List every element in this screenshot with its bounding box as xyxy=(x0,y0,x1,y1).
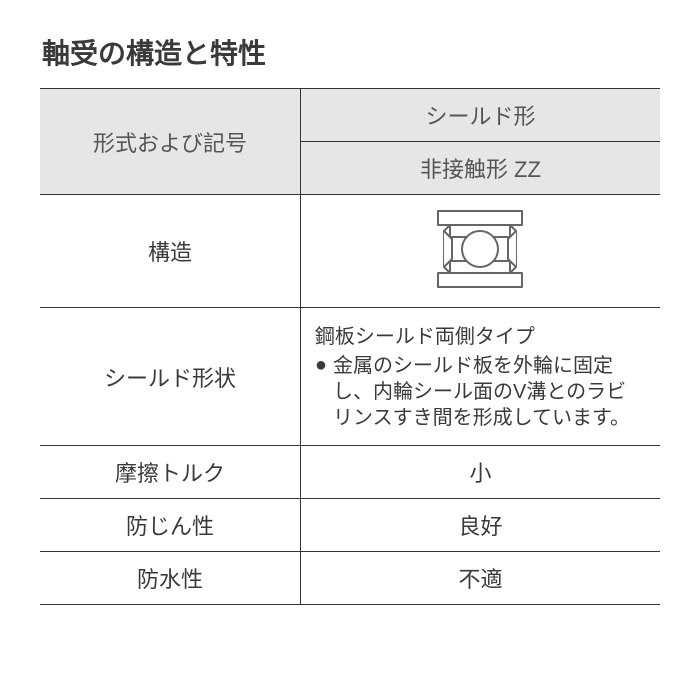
header-row: 形式および記号 シールド形 xyxy=(40,89,660,142)
water-row: 防水性 不適 xyxy=(40,552,660,605)
structure-diagram-cell xyxy=(300,195,660,308)
shield-shape-row: シールド形状 鋼板シールド両側タイプ ● 金属のシールド板を外輪に固定し、内輪シ… xyxy=(40,308,660,446)
water-value: 不適 xyxy=(300,552,660,605)
spec-table: 形式および記号 シールド形 非接触形 ZZ 構造 xyxy=(40,88,660,605)
structure-row: 構造 xyxy=(40,195,660,308)
bullet-icon: ● xyxy=(315,353,327,377)
friction-value: 小 xyxy=(300,446,660,499)
dust-label: 防じん性 xyxy=(40,499,300,552)
dust-value: 良好 xyxy=(300,499,660,552)
friction-row: 摩擦トルク 小 xyxy=(40,446,660,499)
water-label: 防水性 xyxy=(40,552,300,605)
header-left: 形式および記号 xyxy=(40,89,300,195)
shield-shape-bullet-item: ● 金属のシールド板を外輪に固定し、内輪シール面のV溝とのラビリンスすき間を形成… xyxy=(315,353,646,431)
shield-shape-desc: 鋼板シールド両側タイプ ● 金属のシールド板を外輪に固定し、内輪シール面のV溝と… xyxy=(300,308,660,446)
shield-shape-label: シールド形状 xyxy=(40,308,300,446)
dust-row: 防じん性 良好 xyxy=(40,499,660,552)
bearing-cross-section-icon xyxy=(430,205,530,293)
header-right-bottom: 非接触形 ZZ xyxy=(300,142,660,195)
shield-shape-bullet-text: 金属のシールド板を外輪に固定し、内輪シール面のV溝とのラビリンスすき間を形成して… xyxy=(333,353,646,431)
header-right-top: シールド形 xyxy=(300,89,660,142)
page-title: 軸受の構造と特性 xyxy=(42,32,660,72)
friction-label: 摩擦トルク xyxy=(40,446,300,499)
shield-shape-heading: 鋼板シールド両側タイプ xyxy=(315,320,646,349)
structure-label: 構造 xyxy=(40,195,300,308)
